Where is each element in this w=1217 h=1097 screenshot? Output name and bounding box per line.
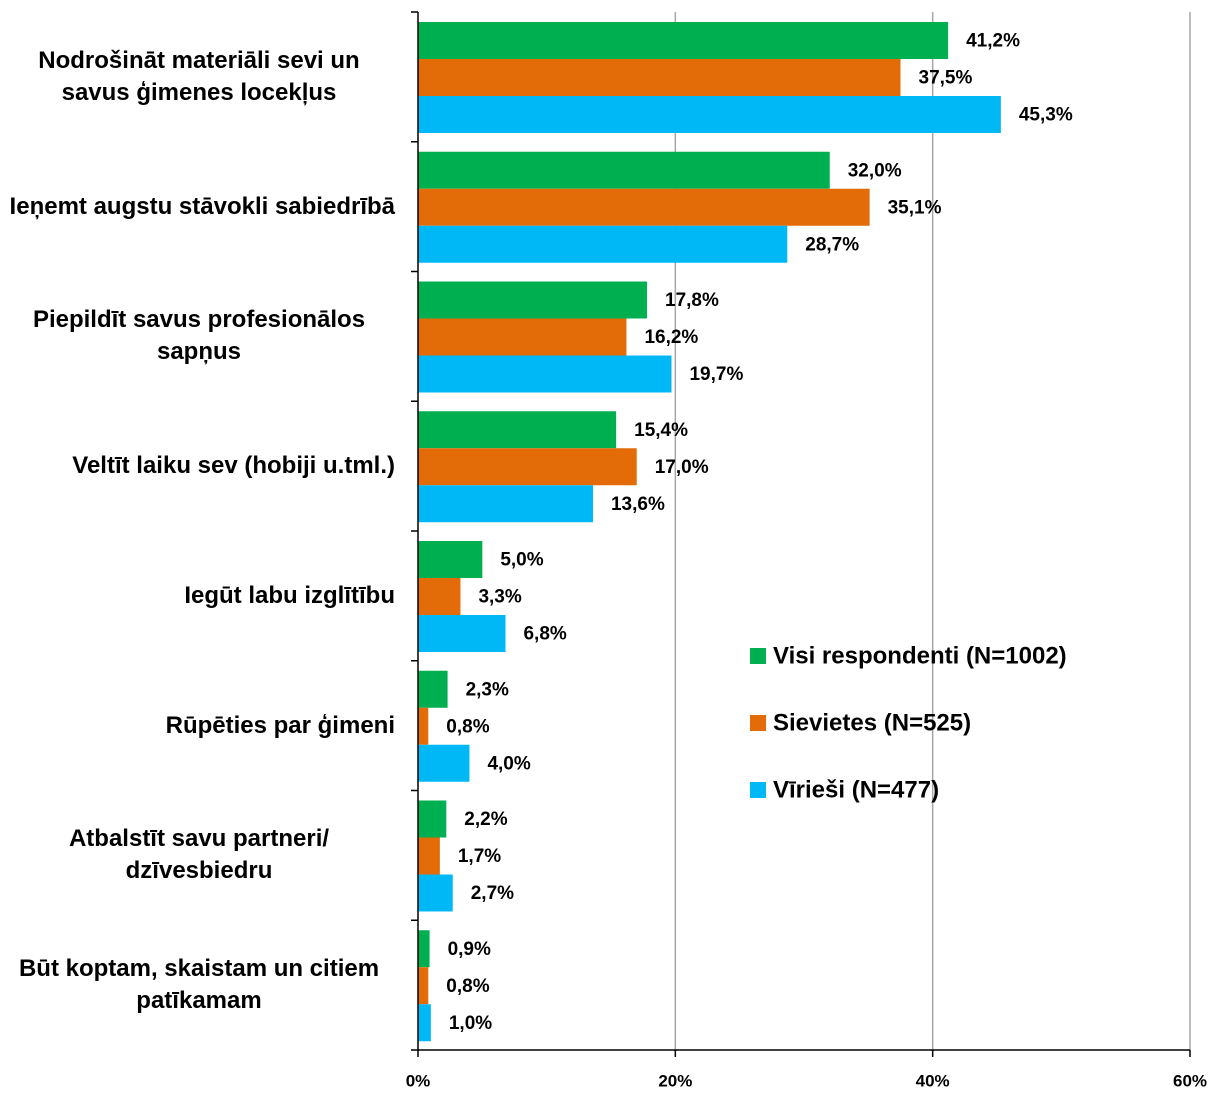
x-tick-label: 60% [1173,1071,1207,1090]
category-label-box: Veltīt laiku sev (hobiji u.tml.) [0,401,395,531]
value-label: 0,9% [448,939,491,960]
bar [418,318,627,356]
x-tick-label: 40% [916,1071,950,1090]
value-label: 13,6% [611,494,665,515]
value-label: 2,7% [471,883,514,904]
legend-marker [750,648,766,664]
bar [418,355,672,393]
y-tick-label: Rūpēties par ģimeni [165,711,395,739]
bar [418,448,637,486]
bar [418,1004,431,1042]
bar [418,541,483,578]
value-label: 0,8% [446,976,489,997]
legend-marker [750,715,766,731]
value-label: 17,0% [655,457,709,478]
value-label: 3,3% [478,587,521,608]
bar [418,930,430,968]
category-label-box: Atbalstīt savu partneri/ dzīvesbiedru [0,791,395,921]
value-label: 2,3% [466,679,509,700]
bar [418,485,593,523]
value-label: 1,0% [449,1013,492,1034]
legend-marker [750,782,766,798]
value-label: 28,7% [805,234,859,255]
value-label: 19,7% [689,364,743,385]
x-tick-label: 0% [406,1071,431,1090]
x-tick-label: 20% [658,1071,692,1090]
bar [418,800,447,838]
bar [418,225,788,263]
bar [418,874,453,912]
value-label: 35,1% [888,197,942,218]
value-label: 0,8% [446,716,489,737]
category-label-box: Iegūt labu izglītību [0,531,395,661]
value-label: 41,2% [966,31,1020,52]
value-label: 17,8% [665,290,719,311]
legend-label: Visi respondenti (N=1002) [773,642,1067,669]
value-label: 4,0% [487,753,530,774]
category-label-box: Nodrošināt materiāli sevi un savus ģimen… [0,12,395,142]
bar [418,707,429,745]
y-tick-label: Atbalstīt savu partneri/ dzīvesbiedru [68,825,330,885]
bar [418,188,870,226]
value-label: 32,0% [848,160,902,181]
category-label-box: Ieņemt augstu stāvokli sabiedrībā [0,142,395,272]
bar [418,578,461,615]
bar [418,151,830,189]
bar [418,615,506,652]
category-label-box: Rūpēties par ģimeni [0,661,395,791]
y-tick-label: Piepildīt savus profesionālos sapņus [32,306,366,366]
value-label: 16,2% [644,327,698,348]
bar [418,22,949,59]
bar [418,670,448,708]
bar [418,967,429,1005]
value-label: 1,7% [458,846,501,867]
value-label: 15,4% [634,420,688,441]
value-label: 37,5% [919,68,973,89]
y-tick-label: Ieņemt augstu stāvokli sabiedrībā [9,192,395,220]
bar [418,281,648,319]
category-label-box: Būt koptam, skaistam un citiem patīkamam [0,920,395,1050]
bar [418,837,440,875]
legend-label: Vīrieši (N=477) [773,776,939,803]
bar [418,59,901,96]
legend-label: Sievietes (N=525) [773,709,971,736]
value-label: 6,8% [523,624,566,645]
value-label: 2,2% [464,809,507,830]
bar [418,96,1001,133]
y-tick-label: Iegūt labu izglītību [184,581,395,609]
value-label: 5,0% [500,550,543,571]
bar [418,411,617,449]
bar [418,744,470,782]
y-tick-label: Veltīt laiku sev (hobiji u.tml.) [72,452,395,480]
value-label: 45,3% [1019,105,1073,126]
category-label-box: Piepildīt savus profesionālos sapņus [0,272,395,402]
y-tick-label: Nodrošināt materiāli sevi un savus ģimen… [38,46,360,106]
y-tick-label: Būt koptam, skaistam un citiem patīkamam [18,955,380,1015]
